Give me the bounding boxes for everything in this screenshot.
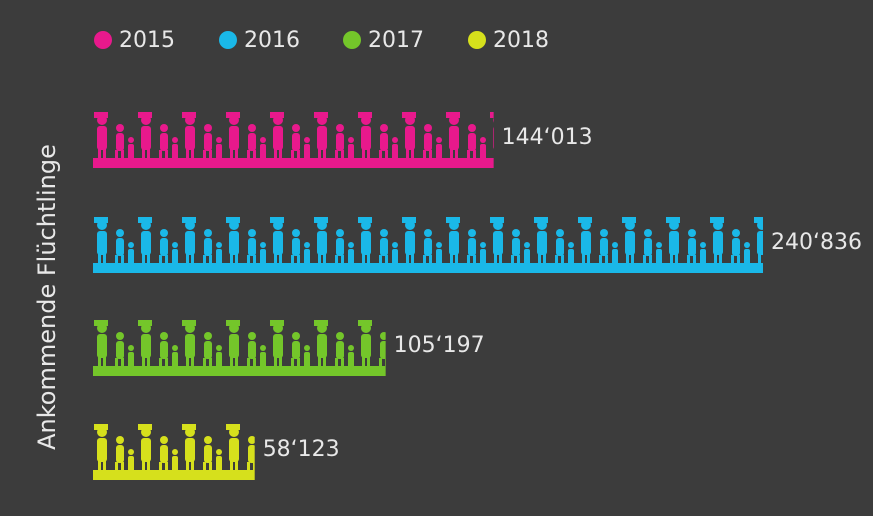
value-label: 144‘013 (502, 125, 593, 150)
legend-label: 2016 (244, 28, 300, 53)
y-axis-label: Ankommende Flüchtlinge (33, 144, 61, 450)
legend-marker (468, 31, 486, 49)
value-label: 105‘197 (394, 333, 485, 358)
legend-label: 2018 (493, 28, 549, 53)
bar (93, 98, 494, 168)
legend-label: 2017 (368, 28, 424, 53)
value-label: 58‘123 (263, 437, 340, 462)
legend-marker (94, 31, 112, 49)
bar (93, 410, 255, 480)
legend-marker (219, 31, 237, 49)
value-label: 240‘836 (771, 230, 862, 255)
bar (93, 203, 763, 273)
legend-marker (343, 31, 361, 49)
legend-label: 2015 (119, 28, 175, 53)
bar (93, 306, 386, 376)
